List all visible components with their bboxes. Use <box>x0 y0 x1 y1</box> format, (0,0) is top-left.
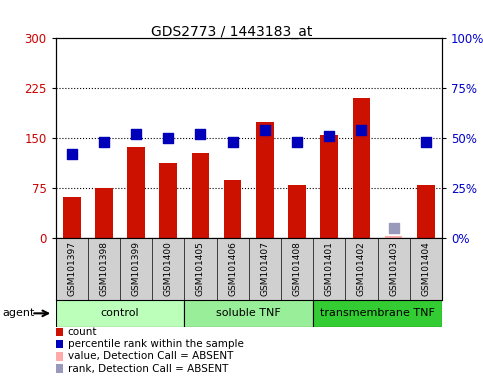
Text: count: count <box>68 327 97 337</box>
Text: GSM101403: GSM101403 <box>389 241 398 296</box>
Point <box>326 133 333 139</box>
Bar <box>127 147 145 238</box>
Text: GSM101404: GSM101404 <box>421 241 430 296</box>
Text: value, Detection Call = ABSENT: value, Detection Call = ABSENT <box>68 351 233 361</box>
Text: GSM101399: GSM101399 <box>131 241 141 296</box>
Text: GSM101401: GSM101401 <box>325 241 334 296</box>
Point <box>422 139 430 145</box>
Text: percentile rank within the sample: percentile rank within the sample <box>68 339 243 349</box>
Bar <box>353 98 370 238</box>
Bar <box>159 163 177 238</box>
Bar <box>185 300 313 327</box>
Text: control: control <box>100 308 139 318</box>
Point <box>197 131 204 137</box>
Point <box>68 151 75 157</box>
Bar <box>224 179 242 238</box>
Point <box>261 127 269 133</box>
Bar <box>320 135 338 238</box>
Text: GSM101400: GSM101400 <box>164 241 173 296</box>
Text: GSM101397: GSM101397 <box>67 241 76 296</box>
Point <box>357 127 365 133</box>
Point <box>164 135 172 141</box>
Text: soluble TNF: soluble TNF <box>216 308 281 318</box>
Text: GSM101398: GSM101398 <box>99 241 108 296</box>
Text: GSM101407: GSM101407 <box>260 241 270 296</box>
Bar <box>288 185 306 238</box>
Bar <box>56 300 185 327</box>
Bar <box>95 188 113 238</box>
Point <box>390 225 398 231</box>
Bar <box>192 153 209 238</box>
Text: GSM101402: GSM101402 <box>357 241 366 296</box>
Text: GSM101405: GSM101405 <box>196 241 205 296</box>
Text: GDS2773 / 1443183_at: GDS2773 / 1443183_at <box>151 25 313 39</box>
Point <box>100 139 108 145</box>
Text: rank, Detection Call = ABSENT: rank, Detection Call = ABSENT <box>68 364 228 374</box>
Bar <box>385 236 402 238</box>
Bar <box>63 197 81 238</box>
Text: GSM101406: GSM101406 <box>228 241 237 296</box>
Text: GSM101408: GSM101408 <box>293 241 301 296</box>
Point <box>293 139 301 145</box>
Text: transmembrane TNF: transmembrane TNF <box>320 308 435 318</box>
Bar <box>256 122 274 238</box>
Bar <box>417 185 435 238</box>
Text: agent: agent <box>2 308 35 318</box>
Point <box>229 139 237 145</box>
Bar <box>313 300 442 327</box>
Point <box>132 131 140 137</box>
